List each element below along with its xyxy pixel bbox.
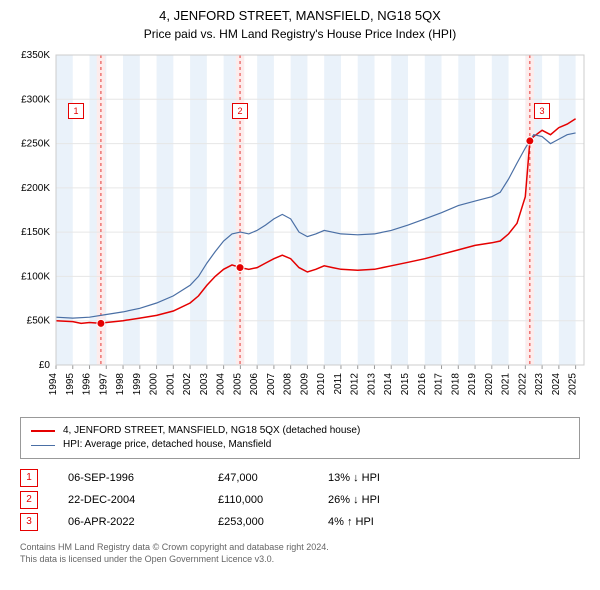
svg-text:£300K: £300K [21,94,50,105]
svg-text:2022: 2022 [517,373,528,396]
svg-text:2020: 2020 [484,373,495,396]
svg-text:2008: 2008 [283,373,294,396]
svg-text:£350K: £350K [21,50,50,61]
svg-text:1994: 1994 [48,373,59,396]
transaction-diff: 13% ↓ HPI [328,467,428,489]
transaction-price: £47,000 [218,467,328,489]
svg-text:£150K: £150K [21,227,50,238]
chart-marker-1: 1 [68,103,84,119]
transaction-price: £253,000 [218,511,328,533]
transaction-marker: 2 [20,491,38,509]
svg-text:1997: 1997 [98,373,109,396]
svg-text:2010: 2010 [316,373,327,396]
legend-item: HPI: Average price, detached house, Mans… [31,438,569,452]
svg-text:2012: 2012 [350,373,361,396]
chart-marker-3: 3 [534,103,550,119]
svg-text:2024: 2024 [551,373,562,396]
legend-item: 4, JENFORD STREET, MANSFIELD, NG18 5QX (… [31,424,569,438]
footer-line-2: This data is licensed under the Open Gov… [20,553,580,565]
svg-text:£200K: £200K [21,183,50,194]
svg-text:1996: 1996 [82,373,93,396]
transaction-row: 2 22-DEC-2004£110,00026% ↓ HPI [20,489,580,511]
legend: 4, JENFORD STREET, MANSFIELD, NG18 5QX (… [20,417,580,459]
svg-text:2014: 2014 [383,373,394,396]
transaction-marker: 3 [20,513,38,531]
svg-text:2002: 2002 [182,373,193,396]
footer: Contains HM Land Registry data © Crown c… [20,541,580,565]
svg-text:2013: 2013 [366,373,377,396]
page-subtitle: Price paid vs. HM Land Registry's House … [10,27,590,41]
svg-text:2016: 2016 [417,373,428,396]
transaction-row: 3 06-APR-2022£253,0004% ↑ HPI [20,511,580,533]
svg-text:2017: 2017 [434,373,445,396]
svg-text:1995: 1995 [65,373,76,396]
svg-text:2021: 2021 [501,373,512,396]
svg-text:2011: 2011 [333,373,344,395]
svg-text:2001: 2001 [165,373,176,396]
svg-text:1999: 1999 [132,373,143,396]
svg-text:2004: 2004 [216,373,227,396]
chart-marker-2: 2 [232,103,248,119]
legend-label: 4, JENFORD STREET, MANSFIELD, NG18 5QX (… [63,424,360,438]
svg-text:2003: 2003 [199,373,210,396]
transaction-diff: 4% ↑ HPI [328,511,428,533]
svg-text:2007: 2007 [266,373,277,396]
svg-text:2015: 2015 [400,373,411,396]
page-title: 4, JENFORD STREET, MANSFIELD, NG18 5QX [10,8,590,23]
legend-label: HPI: Average price, detached house, Mans… [63,438,271,452]
svg-text:2023: 2023 [534,373,545,396]
svg-text:2006: 2006 [249,373,260,396]
transaction-date: 06-APR-2022 [68,511,218,533]
svg-text:2019: 2019 [467,373,478,396]
svg-text:£100K: £100K [21,271,50,282]
transaction-price: £110,000 [218,489,328,511]
svg-text:2005: 2005 [232,373,243,396]
footer-line-1: Contains HM Land Registry data © Crown c… [20,541,580,553]
svg-text:2009: 2009 [299,373,310,396]
svg-text:2025: 2025 [568,373,579,396]
svg-text:2000: 2000 [149,373,160,396]
transaction-date: 06-SEP-1996 [68,467,218,489]
svg-text:£0: £0 [39,360,51,371]
legend-swatch [31,430,55,432]
svg-text:1998: 1998 [115,373,126,396]
price-chart: £0 £50K £100K £150K £200K £250K £300K £350K 1994… [10,49,590,409]
chart-svg: £0 £50K £100K £150K £200K £250K £300K £350K 1994… [10,49,590,409]
transaction-date: 22-DEC-2004 [68,489,218,511]
transaction-marker: 1 [20,469,38,487]
transaction-row: 1 06-SEP-1996£47,00013% ↓ HPI [20,467,580,489]
svg-text:2018: 2018 [450,373,461,396]
legend-swatch [31,445,55,446]
svg-text:£50K: £50K [27,316,51,327]
transaction-diff: 26% ↓ HPI [328,489,428,511]
transactions-table: 1 06-SEP-1996£47,00013% ↓ HPI 2 22-DEC-2004… [20,467,580,533]
svg-text:£250K: £250K [21,139,50,150]
